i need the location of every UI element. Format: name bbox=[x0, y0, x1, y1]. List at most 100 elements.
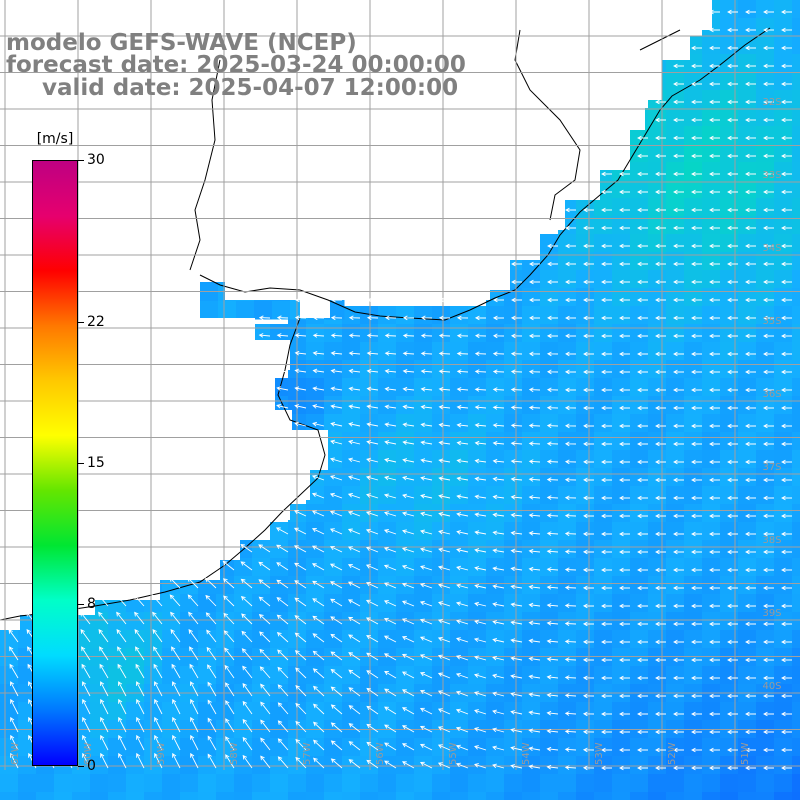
wind-cell bbox=[648, 306, 667, 325]
wind-cell bbox=[666, 72, 685, 91]
wind-arrow bbox=[242, 718, 253, 733]
wind-arrow bbox=[601, 639, 612, 645]
wind-arrow bbox=[763, 99, 774, 105]
wind-arrow bbox=[312, 386, 325, 391]
wind-cell bbox=[612, 792, 631, 800]
wind-arrow bbox=[330, 475, 343, 481]
border-line bbox=[514, 29, 581, 221]
wind-arrow bbox=[438, 315, 451, 321]
wind-arrow bbox=[619, 693, 630, 699]
wind-cell bbox=[306, 648, 325, 667]
wind-arrow bbox=[383, 493, 397, 499]
wind-arrow bbox=[420, 404, 433, 410]
wind-arrow bbox=[601, 765, 612, 771]
wind-arrow bbox=[637, 261, 648, 267]
wind-cell bbox=[774, 36, 793, 55]
wind-arrow bbox=[348, 687, 361, 697]
wind-cell bbox=[540, 648, 559, 667]
wind-cell bbox=[612, 216, 631, 235]
wind-arrow bbox=[655, 225, 666, 231]
wind-arrow bbox=[258, 579, 271, 589]
wind-cell bbox=[198, 792, 217, 800]
wind-arrow bbox=[745, 63, 756, 69]
wind-cell bbox=[378, 792, 397, 800]
wind-cell bbox=[90, 792, 109, 800]
wind-cell bbox=[342, 774, 361, 793]
wind-cell bbox=[360, 558, 379, 577]
wind-arrow bbox=[637, 729, 648, 735]
wind-arrow bbox=[564, 729, 577, 734]
wind-cell bbox=[234, 792, 253, 800]
wind-cell bbox=[576, 450, 595, 469]
wind-arrow bbox=[276, 631, 289, 643]
wind-cell bbox=[216, 558, 235, 577]
wind-arrow bbox=[170, 629, 181, 643]
wind-cell bbox=[576, 576, 595, 595]
wind-arrow bbox=[745, 297, 756, 303]
wind-cell bbox=[792, 468, 800, 487]
wind-arrow bbox=[511, 279, 522, 285]
wind-arrow bbox=[601, 549, 612, 555]
wind-cell bbox=[774, 360, 793, 379]
wind-cell bbox=[738, 558, 757, 577]
wind-cell bbox=[738, 162, 757, 181]
wind-cell bbox=[144, 774, 163, 793]
wind-cell bbox=[180, 774, 199, 793]
wind-arrow bbox=[528, 728, 541, 734]
wind-arrow bbox=[456, 333, 469, 339]
wind-cell bbox=[756, 90, 775, 109]
wind-arrow bbox=[763, 9, 774, 15]
wind-arrow bbox=[419, 761, 433, 769]
wind-arrow bbox=[709, 27, 720, 33]
wind-cell bbox=[324, 360, 343, 379]
wind-arrow bbox=[438, 422, 451, 428]
wind-cell bbox=[558, 324, 577, 343]
wind-cell bbox=[720, 738, 739, 757]
wind-arrow bbox=[709, 459, 720, 465]
wind-cell bbox=[270, 648, 289, 667]
wind-arrow bbox=[438, 404, 451, 410]
coastline-south bbox=[0, 317, 326, 621]
wind-cell bbox=[270, 540, 289, 559]
wind-cell bbox=[720, 216, 739, 235]
wind-cell bbox=[468, 342, 487, 361]
longitude-label: 61W bbox=[10, 742, 21, 765]
wind-arrow bbox=[582, 639, 595, 645]
wind-arrow bbox=[225, 682, 235, 697]
wind-arrow bbox=[510, 333, 523, 339]
wind-arrow bbox=[727, 189, 738, 195]
wind-arrow bbox=[781, 495, 792, 501]
wind-arrow bbox=[655, 243, 666, 249]
wind-arrow bbox=[528, 710, 541, 716]
wind-arrow bbox=[366, 440, 379, 445]
wind-cell bbox=[648, 648, 667, 667]
wind-arrow bbox=[583, 279, 594, 285]
wind-arrow bbox=[709, 729, 720, 735]
wind-arrow bbox=[258, 333, 271, 338]
wind-arrow bbox=[258, 613, 271, 625]
wind-arrow bbox=[564, 621, 577, 626]
wind-arrow bbox=[763, 531, 774, 537]
wind-cell bbox=[252, 558, 271, 577]
wind-cell bbox=[774, 738, 793, 757]
wind-arrow bbox=[240, 561, 253, 571]
wind-cell bbox=[378, 756, 397, 775]
wind-cell bbox=[738, 126, 757, 145]
wind-arrow bbox=[510, 638, 523, 643]
wind-cell bbox=[720, 486, 739, 505]
wind-arrow bbox=[348, 652, 361, 661]
wind-cell bbox=[558, 756, 577, 775]
wind-arrow bbox=[438, 583, 451, 589]
wind-arrow bbox=[673, 135, 684, 141]
wind-arrow bbox=[781, 243, 792, 249]
wind-cell bbox=[666, 126, 685, 145]
wind-cell bbox=[792, 324, 800, 343]
wind-cell bbox=[774, 702, 793, 721]
wind-cell bbox=[684, 216, 703, 235]
wind-arrow bbox=[546, 369, 559, 375]
wind-cell bbox=[522, 576, 541, 595]
wind-cell bbox=[144, 648, 163, 667]
wind-arrow bbox=[619, 387, 630, 393]
wind-arrow bbox=[384, 706, 397, 715]
wind-arrow bbox=[383, 600, 397, 607]
